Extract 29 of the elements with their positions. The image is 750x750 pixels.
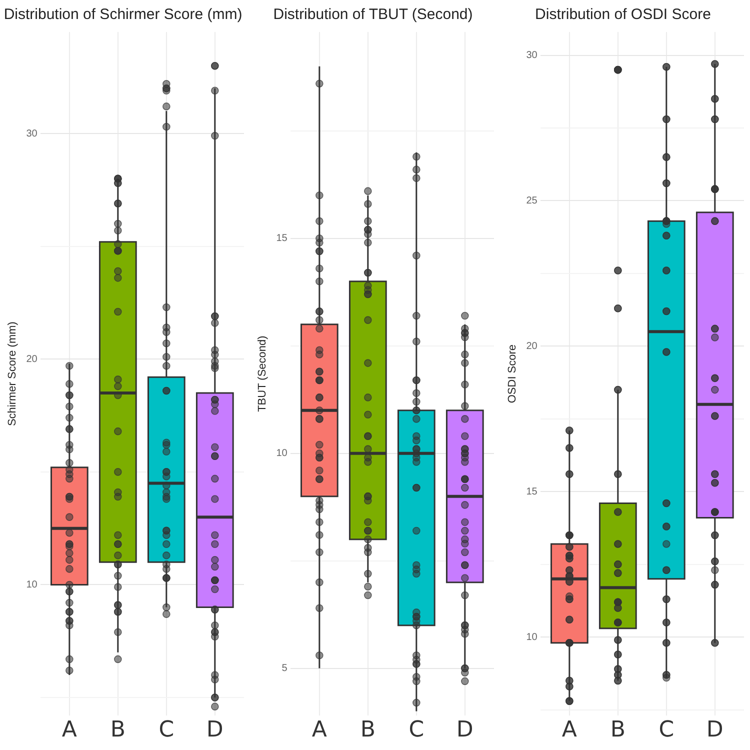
x-tick-label: A: [62, 718, 77, 743]
y-axis-title: OSDI Score: [506, 344, 519, 404]
y-tick-label: 10: [26, 579, 38, 590]
y-tick-label: 30: [26, 128, 38, 140]
y-tick-label: 15: [526, 486, 538, 498]
x-tick-label: A: [562, 718, 577, 743]
x-tick-label: B: [110, 718, 126, 743]
y-tick-label: 20: [26, 354, 38, 365]
x-tick-label: C: [658, 718, 674, 743]
y-axis-title: Schirmer Score (mm): [6, 322, 19, 426]
y-tick-label: 10: [526, 632, 538, 643]
y-tick-label: 25: [526, 195, 538, 206]
x-tick-label: B: [360, 718, 376, 743]
x-tick-label: B: [610, 718, 626, 743]
chart-title: Distribution of Schirmer Score (mm): [4, 6, 242, 24]
y-tick-label: 5: [282, 663, 288, 674]
chart-title: Distribution of TBUT (Second): [273, 6, 473, 24]
chart-title: Distribution of OSDI Score: [535, 6, 711, 24]
x-tick-label: C: [158, 718, 174, 743]
x-tick-label: D: [456, 718, 474, 743]
y-axis-title: TBUT (Second): [256, 336, 269, 412]
y-tick-label: 15: [276, 233, 288, 244]
x-tick-label: C: [408, 718, 424, 743]
x-tick-label: D: [206, 718, 224, 743]
y-tick-label: 20: [526, 340, 538, 352]
y-tick-label: 30: [526, 50, 538, 62]
y-tick-label: 10: [276, 448, 288, 460]
x-tick-label: A: [312, 718, 327, 743]
x-tick-label: D: [706, 718, 724, 743]
